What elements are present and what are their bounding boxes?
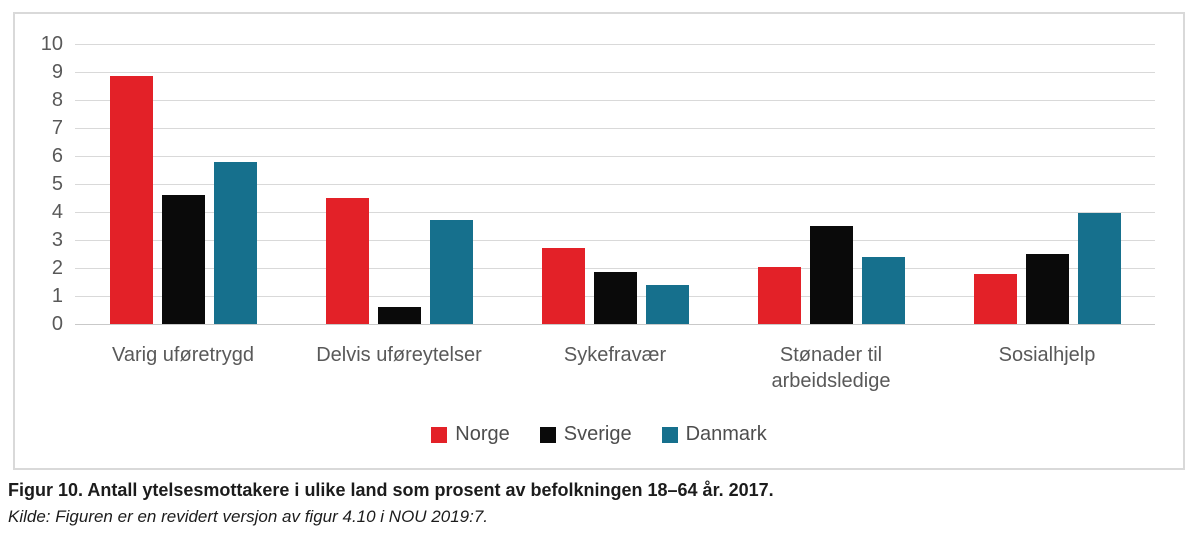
gridline xyxy=(75,43,1155,45)
bar-group xyxy=(291,44,507,324)
y-axis-tick-label: 10 xyxy=(40,33,63,55)
gridline xyxy=(75,267,1155,269)
bar-sverige xyxy=(1025,254,1069,324)
legend-item-label: Danmark xyxy=(685,423,767,445)
legend-swatch-icon xyxy=(661,426,678,443)
y-axis-tick-label: 7 xyxy=(51,117,63,139)
bar-danmark xyxy=(1077,213,1121,324)
x-axis-category-label: Sosialhjelp xyxy=(998,344,1096,366)
gridline xyxy=(75,155,1155,157)
legend-item-label: Norge xyxy=(455,423,510,445)
chart-frame: 0 1 2 3 4 5 6 7 8 9 10 Varig uføretrygd Delvis ufør… xyxy=(13,12,1185,470)
bar-group xyxy=(75,44,291,324)
legend: Norge Sverige Danmark xyxy=(15,423,1183,446)
x-axis-labels: Varig uføretrygd Delvis uføreytelser Sykef… xyxy=(75,338,1155,394)
gridline xyxy=(75,183,1155,185)
x-axis-category-label: Varig uføretrygd xyxy=(112,344,254,366)
gridline xyxy=(75,211,1155,213)
bar-sverige xyxy=(161,195,205,324)
bar-norge xyxy=(541,248,585,324)
bar-danmark xyxy=(861,256,905,324)
y-axis-tick-label: 2 xyxy=(51,257,63,279)
x-axis-category-label: Stønader til arbeidsledige xyxy=(771,344,891,392)
gridline xyxy=(75,99,1155,101)
y-axis-tick-label: 9 xyxy=(51,61,63,83)
y-axis-tick-label: 0 xyxy=(51,313,63,335)
gridline xyxy=(75,239,1155,241)
gridline xyxy=(75,71,1155,73)
y-axis-tick-label: 1 xyxy=(51,285,63,307)
legend-swatch-icon xyxy=(431,426,448,443)
bar-sverige xyxy=(593,272,637,324)
x-axis-category-label: Delvis uføreytelser xyxy=(316,344,482,366)
x-axis-category-label: Sykefravær xyxy=(563,344,667,366)
y-axis-tick-label: 5 xyxy=(51,173,63,195)
bar-group xyxy=(723,44,939,324)
y-axis-tick-label: 6 xyxy=(51,145,63,167)
y-axis-tick-label: 4 xyxy=(51,201,63,223)
bar-group xyxy=(939,44,1155,324)
y-axis: 0 1 2 3 4 5 6 7 8 9 10 xyxy=(15,33,63,335)
bar-groups xyxy=(75,44,1155,324)
bar-norge xyxy=(973,273,1017,324)
plot-area xyxy=(75,43,1155,325)
figure-source: Kilde: Figuren er en revidert versjon av… xyxy=(8,507,489,526)
bar-danmark xyxy=(645,284,689,324)
gridline xyxy=(75,323,1155,325)
legend-item-sverige: Sverige xyxy=(539,423,632,446)
bar-group xyxy=(507,44,723,324)
bar-danmark xyxy=(213,161,257,324)
legend-item-norge: Norge xyxy=(431,423,510,446)
gridline xyxy=(75,127,1155,129)
legend-swatch-icon xyxy=(539,426,556,443)
bar-norge xyxy=(757,266,801,324)
bar-sverige xyxy=(377,307,421,324)
legend-item-danmark: Danmark xyxy=(661,423,767,446)
bar-norge xyxy=(109,76,153,324)
bar-danmark xyxy=(429,220,473,324)
y-axis-tick-label: 3 xyxy=(51,229,63,251)
bar-sverige xyxy=(809,226,853,324)
figure-caption: Figur 10. Antall ytelsesmottakere i ulik… xyxy=(8,480,774,500)
legend-item-label: Sverige xyxy=(563,423,632,445)
bar-norge xyxy=(325,198,369,324)
y-axis-tick-label: 8 xyxy=(51,89,63,111)
